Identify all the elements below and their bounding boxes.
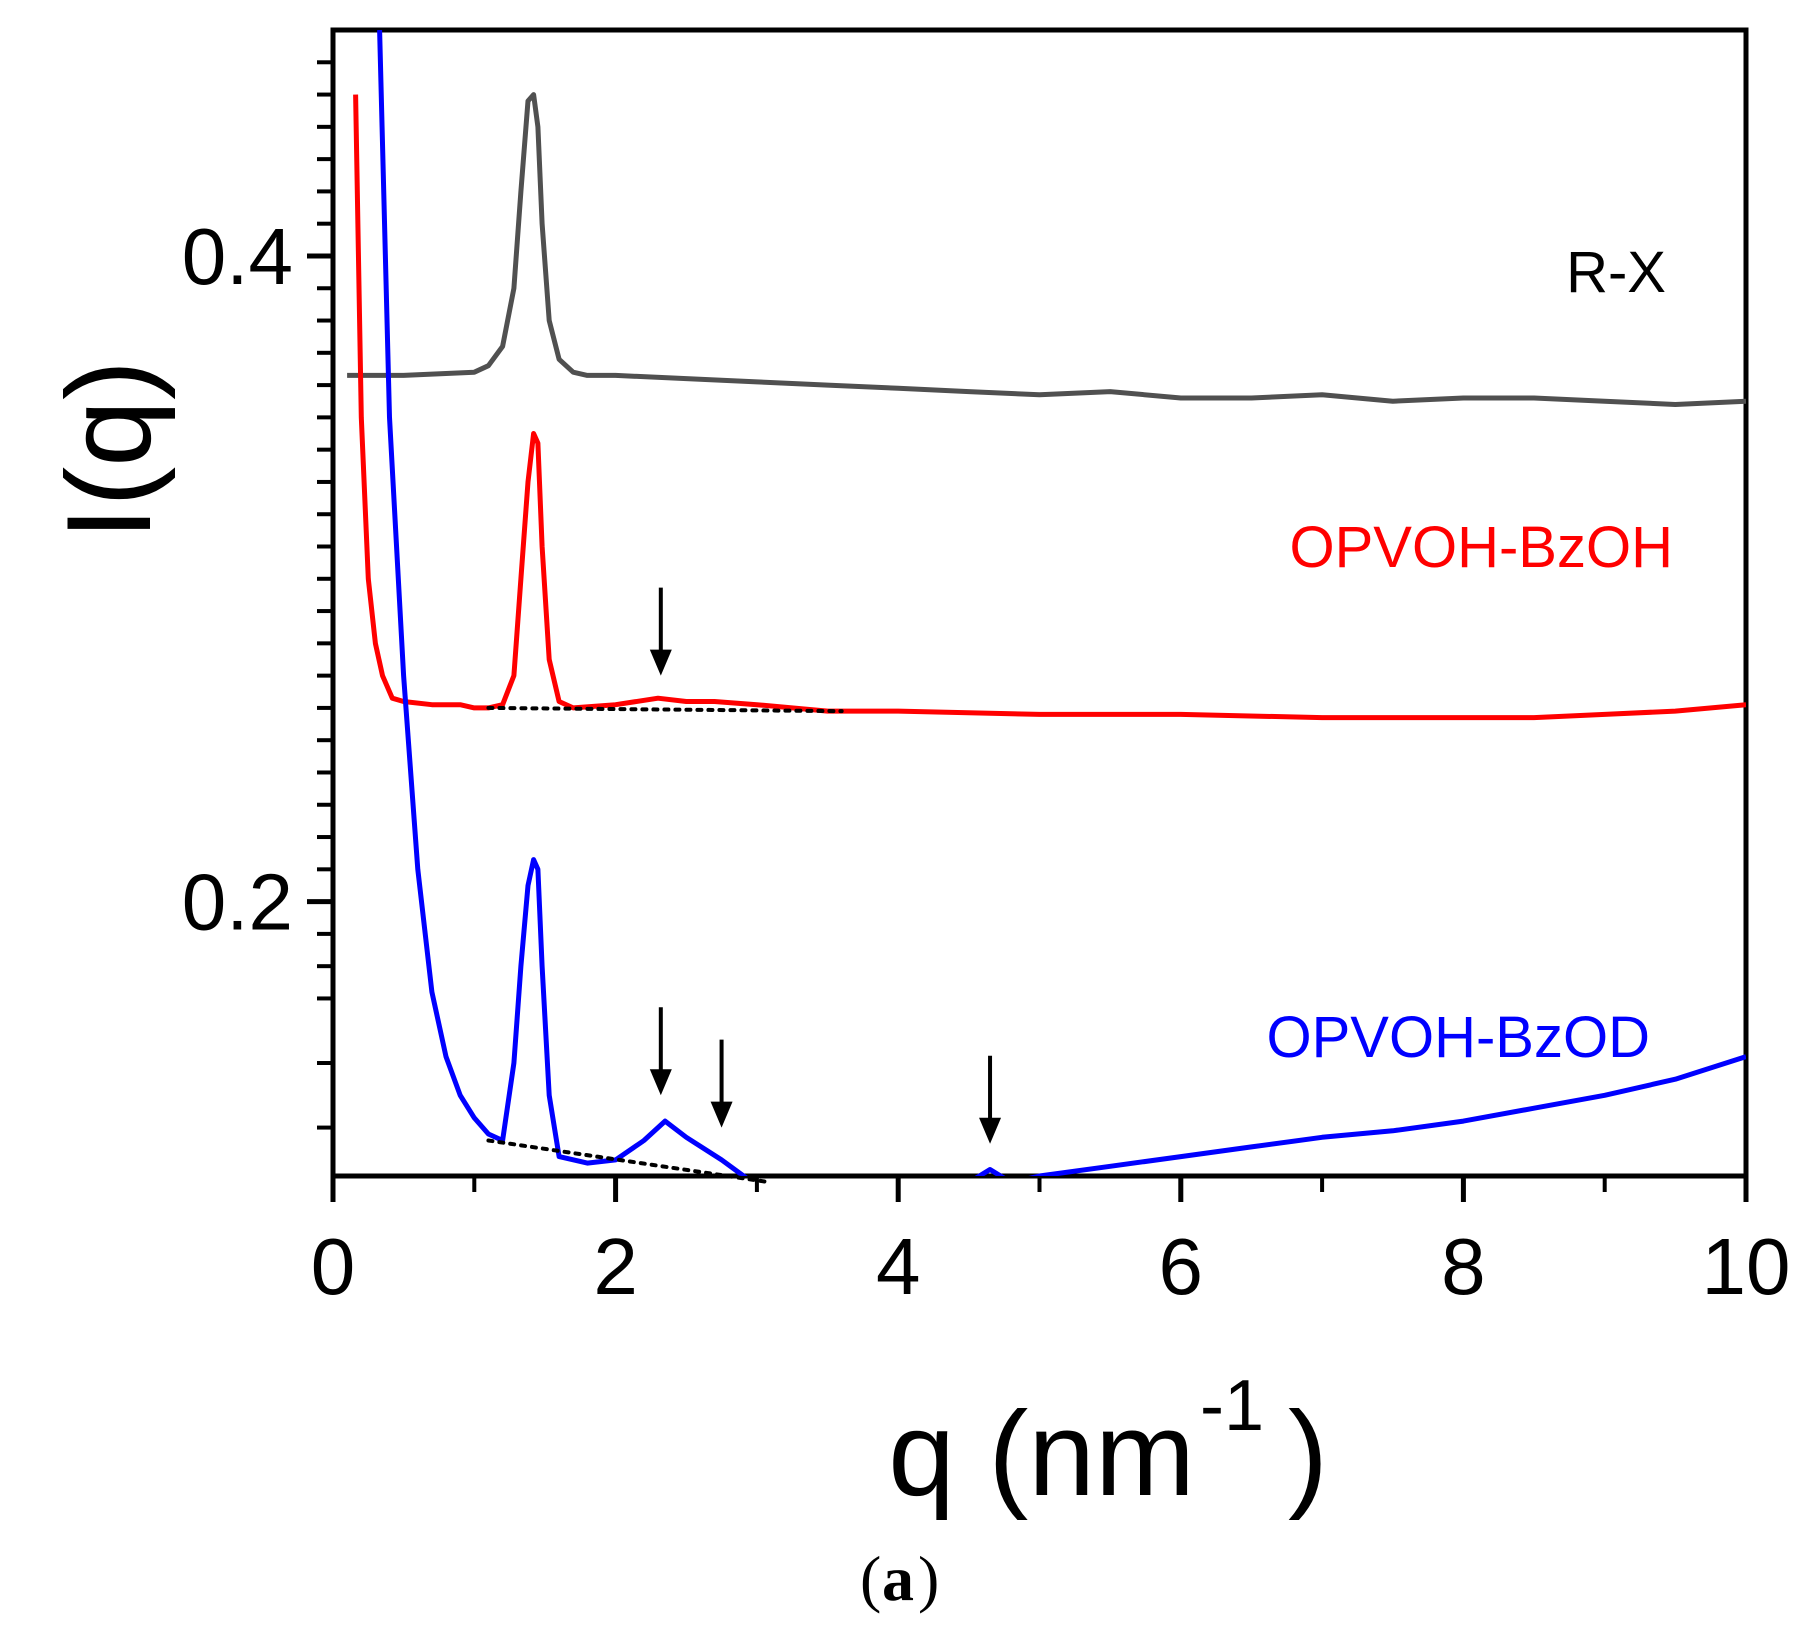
series-line-opvoh-bzod — [377, 30, 1746, 1176]
figure-caption-open: ( — [860, 1543, 881, 1614]
x-tick-label: 6 — [1159, 1222, 1204, 1311]
baseline-dotted-line — [486, 1138, 774, 1185]
figure-caption-close: ) — [918, 1543, 939, 1614]
x-tick-label: 10 — [1702, 1222, 1791, 1311]
series-line-opvoh-bzoh — [353, 94, 1746, 721]
series-label-opvoh-bzod: OPVOH-BzOD — [1267, 1005, 1651, 1070]
x-axis-title: q (nm — [888, 1387, 1195, 1521]
labels-layer: 0 2 4 6 8 10 0.2 0.4 R-X OPVOH-BzOH OPVOH-BzOD — [182, 212, 1791, 1311]
x-tick-label: 2 — [593, 1222, 638, 1311]
x-axis-title-close: ) — [1288, 1387, 1328, 1521]
figure-caption: a — [882, 1543, 914, 1614]
y-tick-label: 0.4 — [182, 212, 293, 301]
ticks-layer — [307, 60, 1749, 1202]
peak-arrow — [710, 1039, 733, 1128]
series-label-opvoh-bzoh: OPVOH-BzOH — [1290, 515, 1674, 580]
peak-arrow — [649, 587, 672, 676]
series-line-r-x — [347, 92, 1746, 407]
baseline-dotted-line — [486, 705, 844, 714]
series-label-r-x: R-X — [1566, 240, 1666, 305]
peak-arrow — [649, 1007, 672, 1096]
series-layer — [347, 30, 1746, 1176]
x-tick-label: 0 — [311, 1222, 356, 1311]
annotations-layer — [486, 587, 1002, 1185]
y-tick-label: 0.2 — [182, 858, 293, 947]
y-axis-title: I(q) — [42, 360, 176, 540]
x-axis-title-superscript: -1 — [1200, 1366, 1264, 1446]
peak-arrow — [979, 1055, 1002, 1144]
x-tick-label: 4 — [876, 1222, 921, 1311]
x-tick-label: 8 — [1441, 1222, 1486, 1311]
